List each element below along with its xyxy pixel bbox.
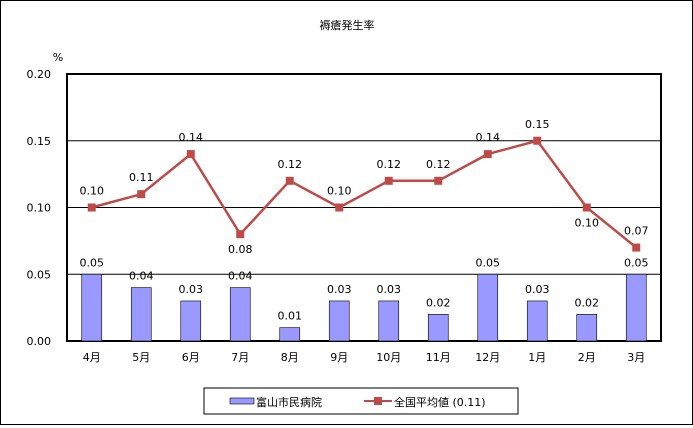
legend-label-bar: 富山市民病院 [256,395,322,409]
bar-data-label: 0.05 [476,256,501,269]
y-tick-label: 0.15 [27,135,52,148]
line-marker [533,136,542,145]
bar [427,313,449,342]
x-tick-label: 10月 [376,351,401,364]
x-tick-label: 9月 [330,351,348,364]
bar [328,300,350,342]
line-marker [236,230,245,239]
line-data-label: 0.14 [476,131,501,144]
bar [81,273,103,342]
line-marker [483,150,492,159]
bar-data-label: 0.02 [426,296,451,309]
x-tick-label: 5月 [132,351,150,364]
line-data-label: 0.12 [278,158,303,171]
line-data-label: 0.10 [575,217,600,230]
bar-data-label: 0.03 [179,283,204,296]
line-data-label: 0.12 [377,158,402,171]
bar-data-label: 0.05 [624,256,649,269]
bar [576,313,598,342]
line-data-label: 0.11 [129,171,154,184]
legend: 富山市民病院 全国平均値 (0.11) [203,387,519,415]
line-marker [87,203,96,212]
legend-box [203,387,519,415]
line-marker [384,176,393,185]
bar-data-label: 0.05 [80,256,105,269]
plot-area [66,73,662,342]
x-tick-label: 4月 [83,351,101,364]
line-marker [137,190,146,199]
line-marker [632,243,641,252]
line-data-label: 0.07 [624,225,649,238]
y-tick-label: 0.10 [27,202,52,215]
bar-data-label: 0.04 [228,270,253,283]
line-data-label: 0.08 [228,243,253,256]
x-tick-label: 12月 [475,351,500,364]
line-data-label: 0.15 [525,118,550,131]
series-line [91,139,638,249]
bar-data-label: 0.02 [575,296,600,309]
bar-data-label: 0.03 [525,283,550,296]
x-tick-label: 1月 [528,351,546,364]
bar [229,287,251,342]
y-tick-label: 0.05 [27,268,52,281]
bar [477,273,499,342]
x-tick-label: 2月 [578,351,596,364]
chart-title: 褥瘡発生率 [320,18,375,32]
y-tick-label: 0.20 [27,68,52,81]
line-marker [434,176,443,185]
y-axis-label: % [53,51,63,64]
bar-data-label: 0.03 [327,283,352,296]
x-tick-label: 8月 [281,351,299,364]
bar [526,300,548,342]
line-data-label: 0.10 [80,185,105,198]
legend-line-marker [374,397,382,405]
bar-data-label: 0.03 [377,283,402,296]
line-data-label: 0.14 [179,131,204,144]
x-tick-label: 11月 [426,351,451,364]
line-marker [335,203,344,212]
legend-bar-swatch [229,397,255,405]
x-tick-label: 3月 [627,351,645,364]
bar-data-label: 0.01 [278,310,303,323]
line-marker [582,203,591,212]
bar [180,300,202,342]
bar [130,287,152,342]
x-tick-label: 7月 [231,351,249,364]
legend-label-line: 全国平均値 (0.11) [394,395,486,409]
line-data-label: 0.10 [327,185,352,198]
bar [625,273,647,342]
line-marker [186,150,195,159]
bar [378,300,400,342]
x-tick-label: 6月 [182,351,200,364]
line-marker [285,176,294,185]
bar-data-label: 0.04 [129,270,154,283]
line-data-label: 0.12 [426,158,451,171]
y-tick-label: 0.00 [27,335,52,348]
bar [279,327,301,342]
